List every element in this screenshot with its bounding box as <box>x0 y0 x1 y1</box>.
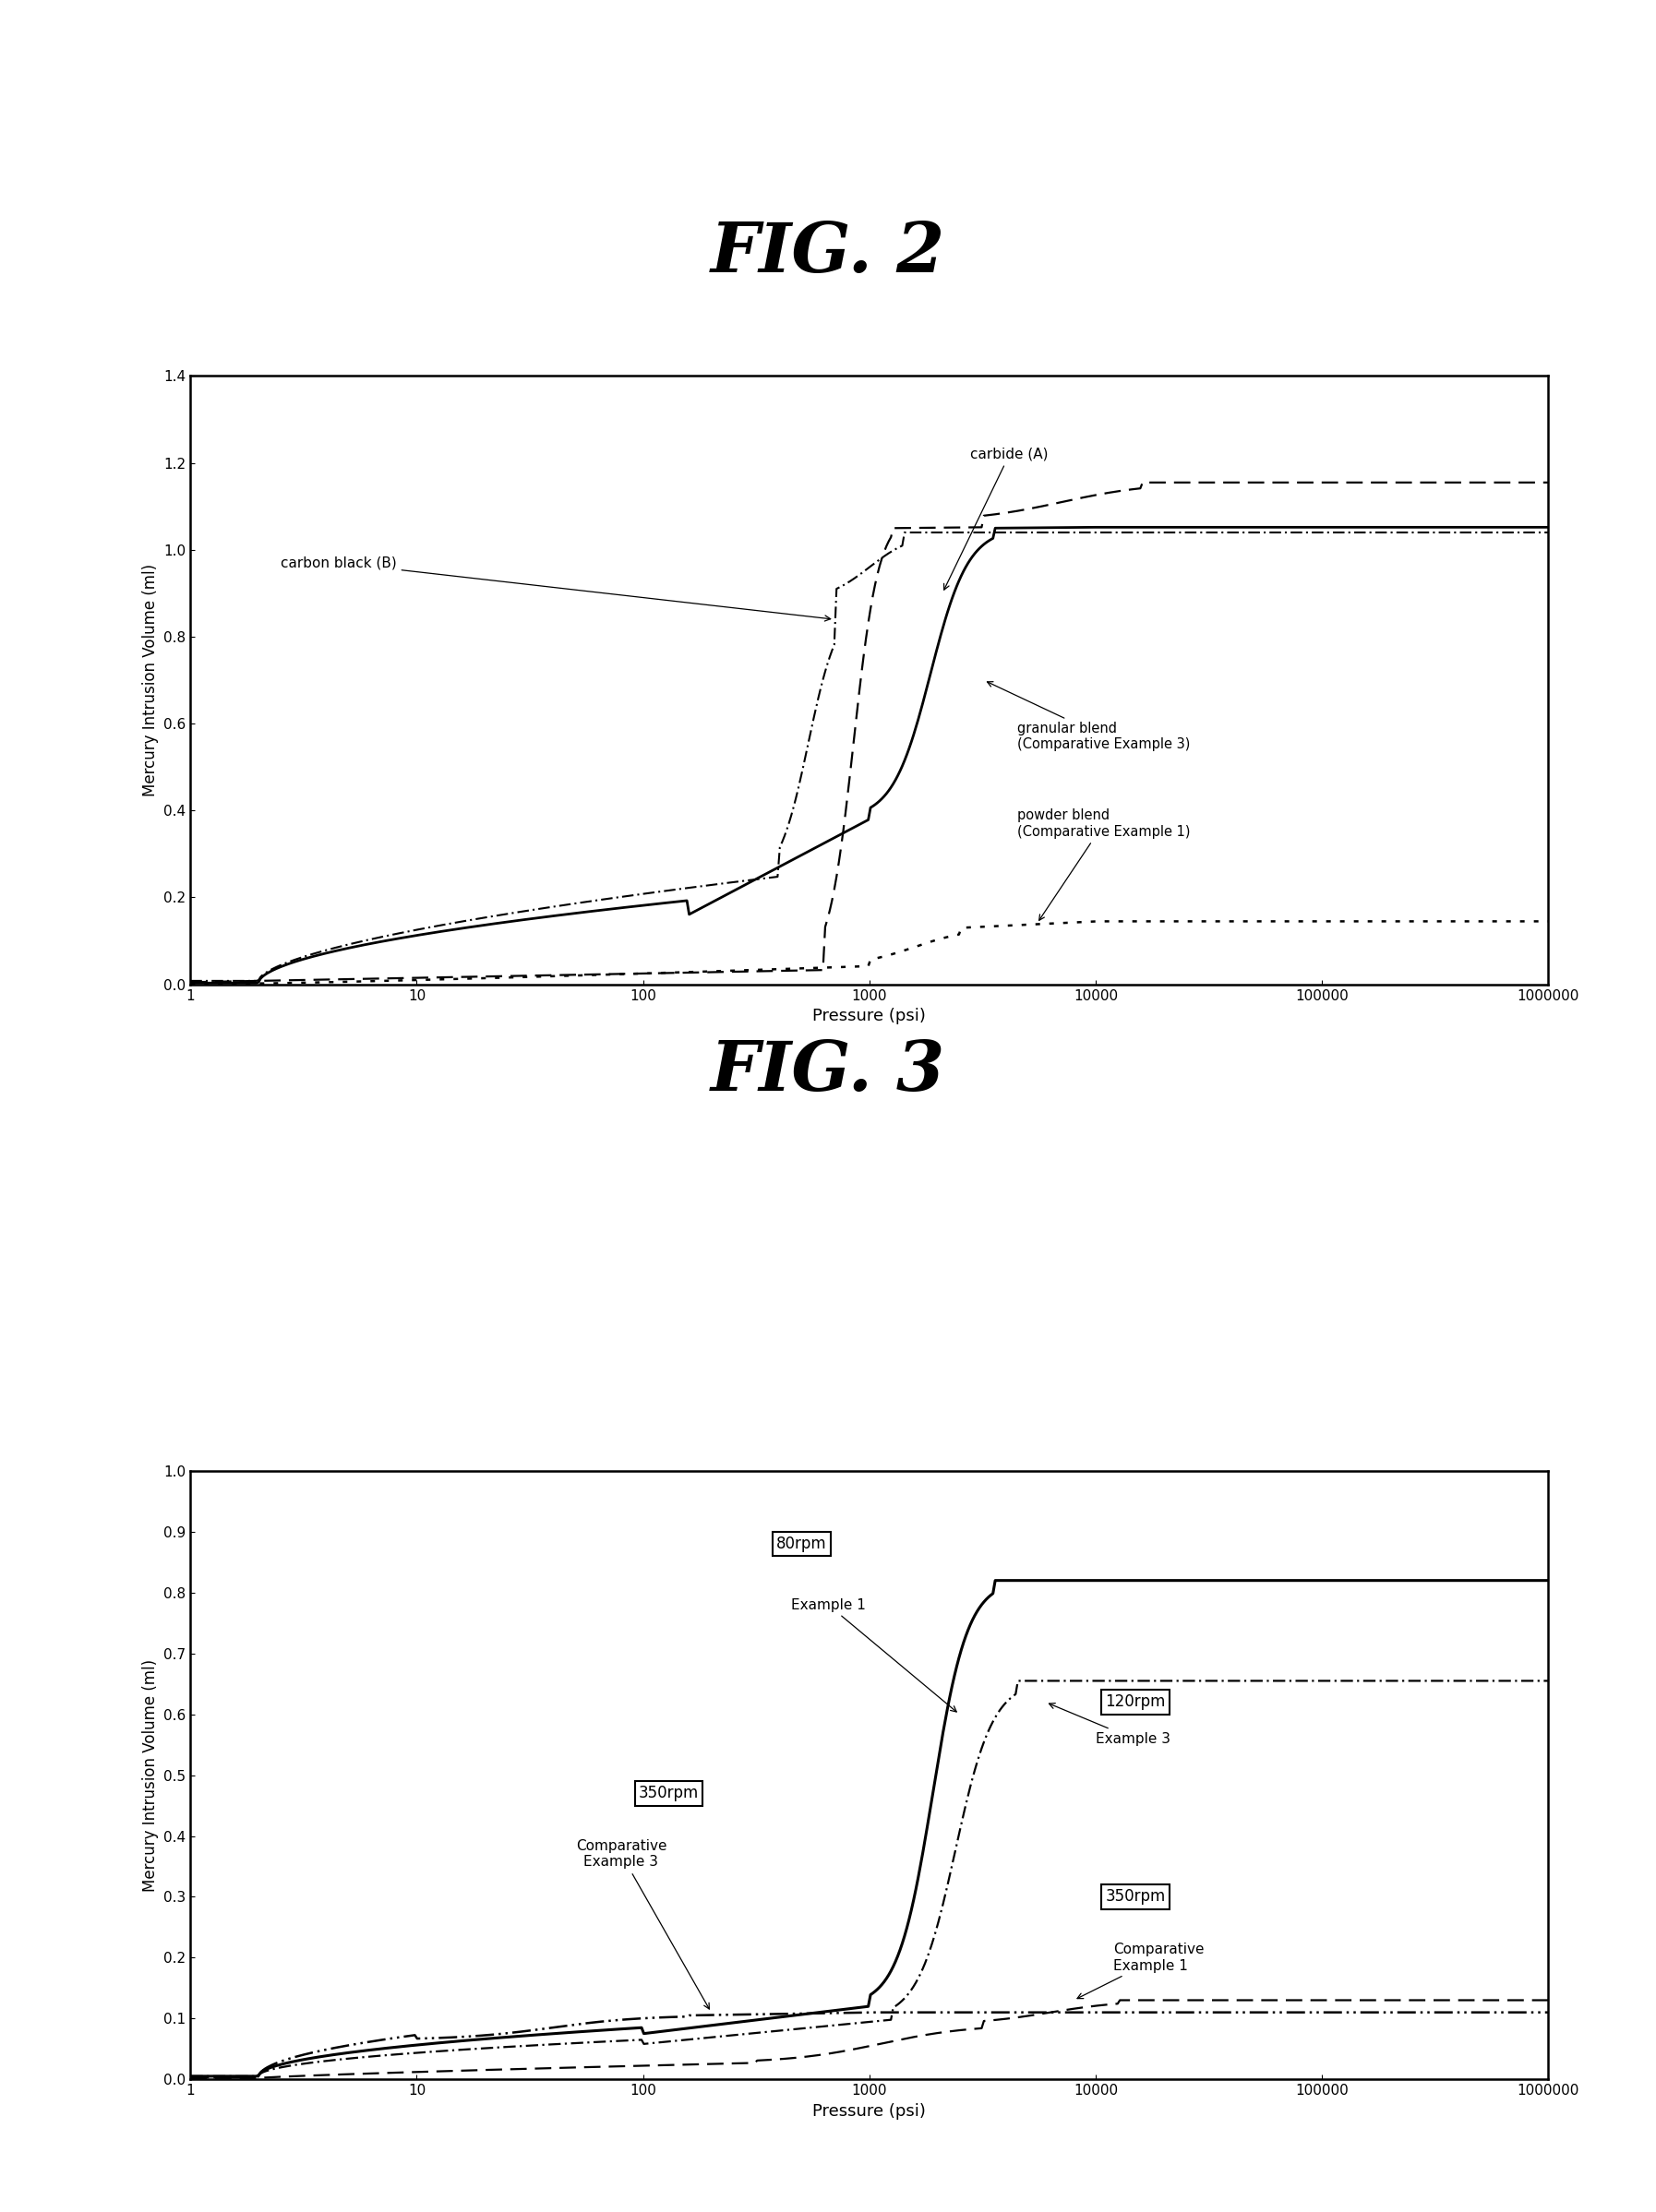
Text: 120rpm: 120rpm <box>1106 1694 1166 1710</box>
Text: powder blend
(Comparative Example 1): powder blend (Comparative Example 1) <box>1017 810 1191 920</box>
Text: carbide (A): carbide (A) <box>944 447 1048 591</box>
X-axis label: Pressure (psi): Pressure (psi) <box>813 2104 926 2119</box>
Text: Comparative
Example 1: Comparative Example 1 <box>1078 1942 1204 1997</box>
Text: FIG. 3: FIG. 3 <box>710 1037 946 1106</box>
Text: 350rpm: 350rpm <box>1106 1889 1166 1905</box>
Text: 350rpm: 350rpm <box>639 1785 699 1803</box>
Y-axis label: Mercury Intrusion Volume (ml): Mercury Intrusion Volume (ml) <box>142 1659 159 1891</box>
Text: Example 3: Example 3 <box>1048 1703 1171 1745</box>
Text: granular blend
(Comparative Example 3): granular blend (Comparative Example 3) <box>987 681 1191 752</box>
Text: Example 1: Example 1 <box>792 1597 957 1712</box>
Y-axis label: Mercury Intrusion Volume (ml): Mercury Intrusion Volume (ml) <box>142 564 159 796</box>
Text: carbon black (B): carbon black (B) <box>280 555 831 622</box>
Text: Comparative
Example 3: Comparative Example 3 <box>576 1838 709 2008</box>
Text: 80rpm: 80rpm <box>777 1535 826 1553</box>
Text: FIG. 2: FIG. 2 <box>710 219 946 288</box>
X-axis label: Pressure (psi): Pressure (psi) <box>813 1009 926 1024</box>
